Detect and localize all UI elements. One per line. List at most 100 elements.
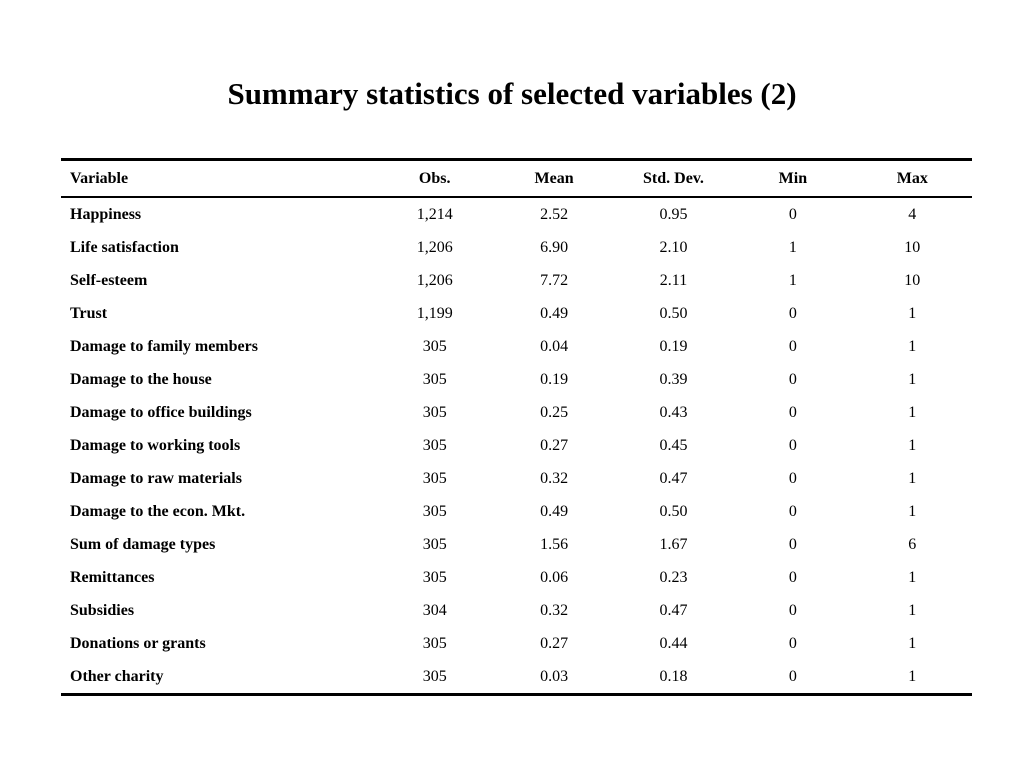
table-row: Damage to family members 305 0.04 0.19 0… <box>61 330 972 363</box>
summary-statistics-table-wrap: Variable Obs. Mean Std. Dev. Min Max Hap… <box>61 158 972 696</box>
max-cell: 10 <box>904 271 921 289</box>
variable-cell: Damage to office buildings <box>70 403 252 421</box>
min-cell: 1 <box>788 238 797 256</box>
table-body: Happiness 1,214 2.52 0.95 0 4 Life satis… <box>61 197 972 695</box>
std-dev-cell: 0.47 <box>659 601 688 619</box>
max-cell: 6 <box>908 535 917 553</box>
table-row: Damage to the econ. Mkt. 305 0.49 0.50 0… <box>61 495 972 528</box>
header-obs: Obs. <box>375 159 495 198</box>
mean-cell: 0.32 <box>540 469 569 487</box>
std-dev-cell: 0.39 <box>659 370 688 388</box>
variable-cell: Damage to working tools <box>70 436 241 454</box>
min-cell: 0 <box>788 535 797 553</box>
min-cell: 1 <box>788 271 797 289</box>
table-row: Life satisfaction 1,206 6.90 2.10 1 10 <box>61 231 972 264</box>
std-dev-cell: 1.67 <box>659 535 688 553</box>
obs-cell: 305 <box>422 634 447 652</box>
header-max: Max <box>852 159 972 198</box>
table-row: Damage to raw materials 305 0.32 0.47 0 … <box>61 462 972 495</box>
variable-cell: Subsidies <box>70 601 135 619</box>
variable-cell: Happiness <box>70 205 142 223</box>
mean-cell: 0.27 <box>540 634 569 652</box>
max-cell: 1 <box>908 304 917 322</box>
mean-cell: 0.03 <box>540 667 569 685</box>
mean-cell: 0.27 <box>540 436 569 454</box>
table-row: Other charity 305 0.03 0.18 0 1 <box>61 660 972 695</box>
table-row: Trust 1,199 0.49 0.50 0 1 <box>61 297 972 330</box>
mean-cell: 1.56 <box>540 535 569 553</box>
variable-cell: Damage to raw materials <box>70 469 242 487</box>
table-row: Happiness 1,214 2.52 0.95 0 4 <box>61 197 972 231</box>
obs-cell: 305 <box>422 403 447 421</box>
std-dev-cell: 0.47 <box>659 469 688 487</box>
variable-cell: Life satisfaction <box>70 238 179 256</box>
obs-cell: 305 <box>422 370 447 388</box>
mean-cell: 0.04 <box>540 337 569 355</box>
std-dev-cell: 0.43 <box>659 403 688 421</box>
mean-cell: 0.49 <box>540 502 569 520</box>
variable-cell: Sum of damage types <box>70 535 216 553</box>
min-cell: 0 <box>788 370 797 388</box>
header-std-dev: Std. Dev. <box>613 159 734 198</box>
std-dev-cell: 0.18 <box>659 667 688 685</box>
std-dev-cell: 0.44 <box>659 634 688 652</box>
table-row: Damage to office buildings 305 0.25 0.43… <box>61 396 972 429</box>
table-row: Donations or grants 305 0.27 0.44 0 1 <box>61 627 972 660</box>
mean-cell: 7.72 <box>540 271 569 289</box>
variable-cell: Damage to family members <box>70 337 258 355</box>
obs-cell: 1,206 <box>416 238 453 256</box>
slide-title: Summary statistics of selected variables… <box>227 76 797 111</box>
header-variable: Variable <box>61 159 376 198</box>
mean-cell: 0.25 <box>540 403 569 421</box>
std-dev-cell: 2.11 <box>659 271 688 289</box>
mean-cell: 6.90 <box>540 238 569 256</box>
max-cell: 1 <box>908 403 917 421</box>
table-row: Remittances 305 0.06 0.23 0 1 <box>61 561 972 594</box>
table-row: Subsidies 304 0.32 0.47 0 1 <box>61 594 972 627</box>
variable-cell: Other charity <box>70 667 164 685</box>
obs-cell: 1,206 <box>416 271 453 289</box>
std-dev-cell: 0.19 <box>659 337 688 355</box>
max-cell: 1 <box>908 469 917 487</box>
mean-cell: 0.19 <box>540 370 569 388</box>
variable-cell: Donations or grants <box>70 634 206 652</box>
header-mean: Mean <box>494 159 614 198</box>
min-cell: 0 <box>788 304 797 322</box>
min-cell: 0 <box>788 601 797 619</box>
max-cell: 1 <box>908 436 917 454</box>
mean-cell: 2.52 <box>540 205 569 223</box>
variable-cell: Damage to the econ. Mkt. <box>70 502 246 520</box>
std-dev-cell: 0.23 <box>659 568 688 586</box>
table-row: Damage to the house 305 0.19 0.39 0 1 <box>61 363 972 396</box>
min-cell: 0 <box>788 502 797 520</box>
max-cell: 1 <box>908 667 917 685</box>
min-cell: 0 <box>788 205 797 223</box>
max-cell: 1 <box>908 601 917 619</box>
std-dev-cell: 0.45 <box>659 436 688 454</box>
max-cell: 1 <box>908 337 917 355</box>
max-cell: 1 <box>908 370 917 388</box>
variable-cell: Remittances <box>70 568 155 586</box>
obs-cell: 305 <box>422 568 447 586</box>
obs-cell: 305 <box>422 667 447 685</box>
obs-cell: 305 <box>422 502 447 520</box>
mean-cell: 0.06 <box>540 568 569 586</box>
obs-cell: 304 <box>422 601 447 619</box>
min-cell: 0 <box>788 337 797 355</box>
obs-cell: 1,214 <box>416 205 453 223</box>
min-cell: 0 <box>788 568 797 586</box>
table-row: Sum of damage types 305 1.56 1.67 0 6 <box>61 528 972 561</box>
std-dev-cell: 0.50 <box>659 304 688 322</box>
max-cell: 1 <box>908 634 917 652</box>
std-dev-cell: 0.95 <box>659 205 688 223</box>
obs-cell: 305 <box>422 535 447 553</box>
obs-cell: 305 <box>422 337 447 355</box>
std-dev-cell: 2.10 <box>659 238 688 256</box>
std-dev-cell: 0.50 <box>659 502 688 520</box>
max-cell: 1 <box>908 568 917 586</box>
mean-cell: 0.32 <box>540 601 569 619</box>
max-cell: 4 <box>908 205 917 223</box>
table-header-row: Variable Obs. Mean Std. Dev. Min Max <box>61 159 972 198</box>
header-min: Min <box>733 159 853 198</box>
